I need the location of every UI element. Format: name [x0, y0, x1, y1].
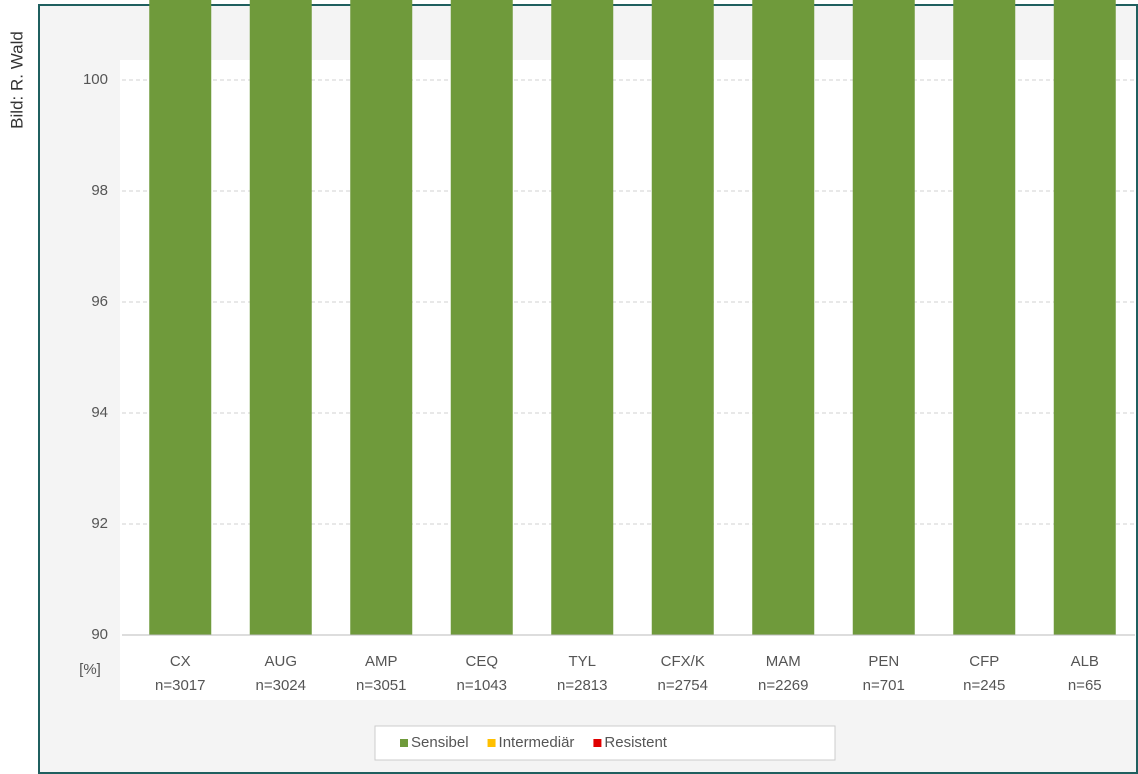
legend-swatch [487, 739, 496, 747]
bar-segment [249, 0, 312, 635]
x-tick-label: MAM [766, 653, 801, 670]
x-tick-sublabel: n=3051 [356, 677, 406, 694]
bar-segment [852, 0, 915, 635]
x-tick-label: CEQ [465, 653, 498, 670]
x-tick-sublabel: n=2754 [658, 677, 708, 694]
x-tick-sublabel: n=245 [963, 677, 1005, 694]
bar-segment [350, 0, 413, 635]
legend-swatch [593, 739, 602, 747]
bar-segment [149, 0, 212, 635]
y-tick-label: 96 [91, 293, 108, 310]
bar-segment [1053, 0, 1116, 635]
x-tick-label: AUG [264, 653, 297, 670]
x-tick-label: CX [170, 653, 191, 670]
x-tick-sublabel: n=2269 [758, 677, 808, 694]
x-tick-label: CFP [969, 653, 999, 670]
legend-label: Resistent [604, 734, 667, 751]
legend-swatch [400, 739, 408, 747]
bar-segment [450, 0, 513, 635]
x-tick-label: TYL [568, 653, 596, 670]
legend-box [374, 725, 836, 761]
y-tick-label: 100 [83, 71, 108, 88]
y-tick-label: 90 [91, 626, 108, 643]
x-tick-sublabel: n=3024 [256, 677, 306, 694]
x-tick-sublabel: n=701 [863, 677, 905, 694]
x-tick-label: AMP [365, 653, 398, 670]
y-tick-label: 92 [91, 515, 108, 532]
x-tick-sublabel: n=65 [1068, 677, 1102, 694]
credit: Bild: R. Wald [7, 31, 26, 129]
x-tick-label: ALB [1071, 653, 1099, 670]
x-tick-label: CFX/K [661, 653, 705, 670]
y-axis-label: [%] [79, 661, 101, 678]
x-tick-sublabel: n=1043 [457, 677, 507, 694]
legend-label: Sensibel [411, 734, 469, 751]
y-tick-label: 98 [91, 182, 108, 199]
x-tick-label: PEN [868, 653, 899, 670]
bar-segment [752, 0, 815, 635]
x-tick-sublabel: n=2813 [557, 677, 607, 694]
x-tick-sublabel: n=3017 [155, 677, 205, 694]
legend-label: Intermediär [499, 734, 575, 751]
y-tick-label: 94 [91, 404, 108, 421]
bar-segment [953, 0, 1016, 635]
bar-segment [651, 0, 714, 635]
bar-segment [551, 0, 614, 635]
